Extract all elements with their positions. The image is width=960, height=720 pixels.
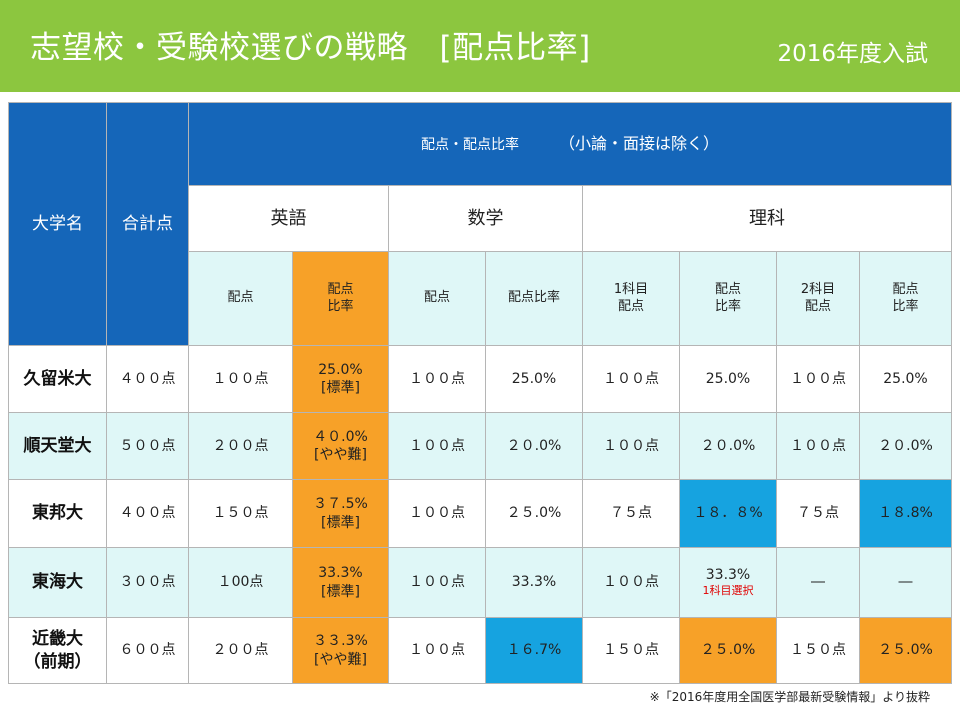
sci1-ratio: 33.3% 1科目選択 xyxy=(679,547,777,618)
header-row-1: 大学名 合計点 配点・配点比率 （小論・面接は除く） xyxy=(8,102,952,346)
eng-ratio: ３３.3% [やや難] xyxy=(292,617,389,684)
sci1-score: １５０点 xyxy=(582,617,680,684)
main-header-note: （小論・面接は除く） xyxy=(558,133,719,153)
main-header: 配点・配点比率 （小論・面接は除く） xyxy=(188,102,952,186)
sci1-score: ７５点 xyxy=(582,479,680,548)
math-score: １００点 xyxy=(388,547,486,618)
total-score: ５００点 xyxy=(106,412,189,480)
math-ratio: 25.0% xyxy=(485,345,583,413)
eng-score: １５０点 xyxy=(188,479,293,548)
university-name: 東海大 xyxy=(8,547,107,618)
sub-header-sci2-ratio: 配点 比率 xyxy=(859,251,952,346)
eng-ratio: 25.0% [標準] xyxy=(292,345,389,413)
sub-header-math-ratio: 配点比率 xyxy=(485,251,583,346)
header-row-3: 配点 配点 比率 配点 配点比率 1科目 配点 配点 比率 2科目 配点 配点 比率 xyxy=(9,251,952,346)
total-score: ６００点 xyxy=(106,617,189,684)
eng-score: ２００点 xyxy=(188,412,293,480)
eng-score: １00点 xyxy=(188,547,293,618)
sub-header-sci1-score: 1科目 配点 xyxy=(582,251,680,346)
table-row: 順天堂大 ５００点 ２００点 ４０.0% [やや難] １００点 ２０.0% １００… xyxy=(8,412,952,480)
total-score: ４００点 xyxy=(106,479,189,548)
title-banner: 志望校・受験校選びの戦略 [配点比率] 2016年度入試 xyxy=(0,0,960,92)
sub-header-eng-ratio: 配点 比率 xyxy=(292,251,389,346)
main-header-title: 配点・配点比率 xyxy=(420,136,519,153)
source-footnote: ※「2016年度用全国医学部最新受験情報」より抜粋 xyxy=(649,690,930,704)
sub-header-sci1-ratio: 配点 比率 xyxy=(679,251,777,346)
math-score: １００点 xyxy=(388,412,486,480)
university-name: 近畿大 （前期） xyxy=(8,617,107,684)
math-score: １００点 xyxy=(388,345,486,413)
col-header-total: 合計点 xyxy=(106,102,189,346)
sci2-score: ７５点 xyxy=(776,479,860,548)
sci1-ratio: ２０.0% xyxy=(679,412,777,480)
math-score: １００点 xyxy=(388,479,486,548)
total-score: ３００点 xyxy=(106,547,189,618)
eng-ratio: ３７.5% [標準] xyxy=(292,479,389,548)
sci2-score: １５０点 xyxy=(776,617,860,684)
sub-header-eng-score: 配点 xyxy=(188,251,293,346)
university-name: 東邦大 xyxy=(8,479,107,548)
sci2-ratio: ２０.0% xyxy=(859,412,952,480)
university-name: 久留米大 xyxy=(8,345,107,413)
sci1-score: １００点 xyxy=(582,345,680,413)
eng-ratio: 33.3% [標準] xyxy=(292,547,389,618)
eng-ratio: ４０.0% [やや難] xyxy=(292,412,389,480)
sub-header-sci2-score: 2科目 配点 xyxy=(776,251,860,346)
total-score: ４００点 xyxy=(106,345,189,413)
sci2-ratio: ２５.0% xyxy=(859,617,952,684)
subject-math: 数学 xyxy=(388,185,583,252)
table-row: 久留米大 ４００点 １００点 25.0% [標準] １００点 25.0% １００点… xyxy=(8,345,952,413)
table-row: 近畿大 （前期） ６００点 ２００点 ３３.3% [やや難] １００点 １６.7% … xyxy=(8,617,952,684)
table-row: 東海大 ３００点 １00点 33.3% [標準] １００点 33.3% １００点 … xyxy=(8,547,952,618)
sci2-ratio: 25.0% xyxy=(859,345,952,413)
university-name: 順天堂大 xyxy=(8,412,107,480)
eng-score: １００点 xyxy=(188,345,293,413)
math-ratio: 33.3% xyxy=(485,547,583,618)
sci1-ratio: １８．８% xyxy=(679,479,777,548)
sci1-ratio: 25.0% xyxy=(679,345,777,413)
sci2-ratio: ― xyxy=(859,547,952,618)
sci2-ratio: １８.8% xyxy=(859,479,952,548)
sci2-score: １００点 xyxy=(776,345,860,413)
header-row-2: 英語 数学 理科 xyxy=(9,185,952,252)
math-score: １００点 xyxy=(388,617,486,684)
sci1-score: １００点 xyxy=(582,412,680,480)
sci2-score: １００点 xyxy=(776,412,860,480)
col-header-university: 大学名 xyxy=(8,102,107,346)
math-ratio: ２０.0% xyxy=(485,412,583,480)
sci2-score: ― xyxy=(776,547,860,618)
sci1-score: １００点 xyxy=(582,547,680,618)
table-row: 東邦大 ４００点 １５０点 ３７.5% [標準] １００点 ２５.0% ７５点 １… xyxy=(8,479,952,548)
sci1-ratio: ２５.0% xyxy=(679,617,777,684)
page-title: 志望校・受験校選びの戦略 [配点比率] xyxy=(30,30,591,66)
math-ratio: １６.7% xyxy=(485,617,583,684)
subject-science: 理科 xyxy=(582,185,952,252)
sub-header-math-score: 配点 xyxy=(388,251,486,346)
math-ratio: ２５.0% xyxy=(485,479,583,548)
subject-english: 英語 xyxy=(188,185,389,252)
sci1-selection-note: 1科目選択 xyxy=(702,584,754,598)
exam-year: 2016年度入試 xyxy=(777,41,928,67)
eng-score: ２００点 xyxy=(188,617,293,684)
score-ratio-table: 大学名 合計点 配点・配点比率 （小論・面接は除く） 英語 数学 理科 配点 配点… xyxy=(8,102,952,684)
